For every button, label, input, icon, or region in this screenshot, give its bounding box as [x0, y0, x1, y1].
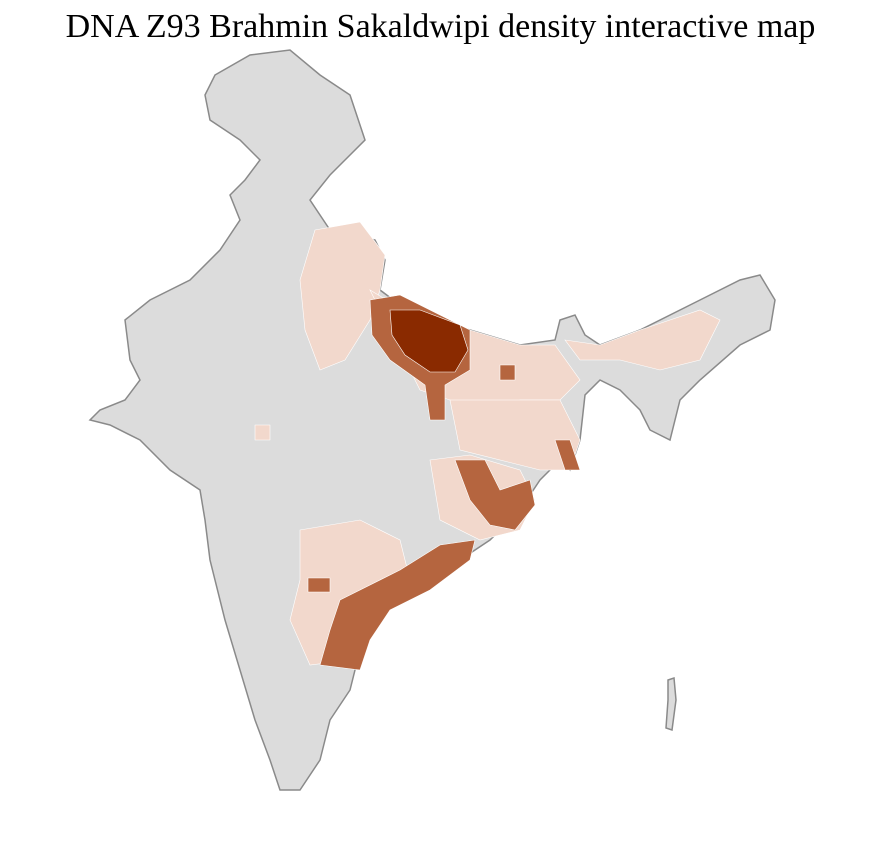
region-central-east-up[interactable]: [389, 309, 469, 373]
high-density-regions: [389, 309, 469, 373]
region-gujarat-dot[interactable]: [254, 424, 271, 441]
region-uttarakhand-west-up[interactable]: [299, 221, 386, 371]
low-density-regions: [254, 221, 721, 666]
region-ap-coast[interactable]: [319, 539, 476, 671]
region-northeast[interactable]: [564, 309, 721, 371]
andaman-islands[interactable]: [665, 676, 677, 731]
map-title: DNA Z93 Brahmin Sakaldwipi density inter…: [65, 8, 816, 45]
region-karnataka-spot[interactable]: [307, 577, 331, 593]
region-wb-south[interactable]: [554, 439, 581, 471]
region-bihar-spots[interactable]: [499, 364, 516, 381]
region-odisha[interactable]: [454, 459, 536, 531]
